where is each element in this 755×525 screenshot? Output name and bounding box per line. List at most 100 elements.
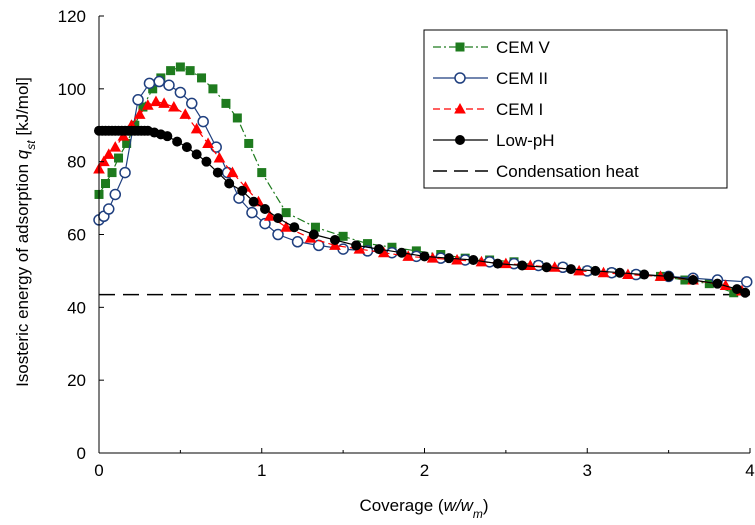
data-point xyxy=(141,99,154,110)
data-point xyxy=(740,276,753,288)
x-axis-title: Coverage (w/wm) xyxy=(359,496,488,521)
x-tick-label: 0 xyxy=(94,461,103,480)
series-layer xyxy=(93,62,753,298)
data-point xyxy=(373,244,384,255)
data-point xyxy=(224,178,235,189)
data-point xyxy=(402,250,415,261)
data-point xyxy=(158,97,170,108)
data-point xyxy=(117,130,130,141)
data-point xyxy=(740,287,751,298)
legend-label: Condensation heat xyxy=(496,162,639,181)
data-point xyxy=(548,261,561,272)
y-axis-title: Isosteric energy of adsorption qst [kJ/m… xyxy=(13,77,38,387)
data-point xyxy=(329,234,340,245)
data-point xyxy=(639,269,650,280)
data-point xyxy=(244,138,254,148)
y-tick-label: 80 xyxy=(67,153,86,172)
data-point xyxy=(190,122,203,134)
data-point xyxy=(107,168,117,178)
data-point xyxy=(186,97,198,110)
legend-marker xyxy=(455,135,465,145)
data-point xyxy=(731,284,742,295)
legend-item: Condensation heat xyxy=(433,162,639,181)
data-point xyxy=(273,213,284,224)
data-point xyxy=(524,259,537,270)
data-point xyxy=(663,271,674,282)
legend-label: CEM I xyxy=(496,100,543,119)
data-point xyxy=(419,251,430,262)
data-point xyxy=(500,257,512,269)
y-tick-label: 100 xyxy=(58,80,86,99)
legend-item: CEM V xyxy=(433,38,551,57)
legend-marker xyxy=(454,102,466,114)
data-point xyxy=(541,262,552,273)
data-point xyxy=(338,231,348,241)
data-point xyxy=(232,113,242,123)
data-point xyxy=(281,208,291,218)
data-point xyxy=(272,228,284,241)
data-point xyxy=(119,166,131,179)
data-point xyxy=(202,137,214,148)
data-point xyxy=(143,77,156,90)
data-point xyxy=(153,75,165,88)
legend: CEM V CEM II CEM I Low-pH Condensation heat xyxy=(423,29,728,189)
data-point xyxy=(212,167,223,178)
legend-marker xyxy=(455,42,465,52)
data-point xyxy=(166,66,176,76)
data-point xyxy=(443,253,454,264)
data-point xyxy=(133,108,146,119)
data-point xyxy=(280,221,293,232)
data-point xyxy=(257,168,267,178)
data-point xyxy=(226,166,239,178)
data-point xyxy=(179,108,192,119)
legend-item: Low-pH xyxy=(433,131,555,150)
data-point xyxy=(688,275,699,286)
data-point xyxy=(492,258,503,269)
data-point xyxy=(712,278,723,289)
x-tick-label: 3 xyxy=(583,461,592,480)
data-point xyxy=(468,254,479,265)
data-point xyxy=(101,179,111,189)
legend-label: Low-pH xyxy=(496,131,555,150)
data-point xyxy=(308,229,319,240)
data-point xyxy=(213,151,226,163)
data-point xyxy=(565,264,576,275)
legend-label: CEM V xyxy=(496,38,551,57)
data-point xyxy=(175,62,185,72)
data-point xyxy=(237,185,248,196)
data-point xyxy=(109,188,122,201)
data-point xyxy=(102,148,115,159)
axes xyxy=(98,15,751,454)
y-tick-label: 120 xyxy=(58,7,86,26)
data-point xyxy=(246,206,258,219)
data-point xyxy=(221,98,231,108)
x-tick-label: 2 xyxy=(420,461,429,480)
data-point xyxy=(172,136,183,147)
x-tick-label: 1 xyxy=(257,461,266,480)
data-point xyxy=(185,66,195,76)
data-point xyxy=(248,196,259,207)
data-point xyxy=(197,115,209,128)
y-tick-label: 60 xyxy=(67,226,86,245)
data-point xyxy=(103,203,115,215)
data-point xyxy=(351,240,362,251)
data-point xyxy=(197,73,207,83)
legend-item: CEM II xyxy=(433,69,548,88)
data-point xyxy=(181,142,192,153)
data-point xyxy=(614,267,625,278)
data-point xyxy=(109,141,122,152)
data-point xyxy=(259,217,271,230)
legend-marker xyxy=(454,72,466,84)
legend-box xyxy=(423,29,728,189)
y-tick-label: 40 xyxy=(67,298,86,317)
data-point xyxy=(289,222,300,233)
data-point xyxy=(114,153,124,163)
data-point xyxy=(208,84,218,94)
data-point xyxy=(264,210,276,221)
data-point xyxy=(191,149,202,160)
y-tick-label: 20 xyxy=(67,371,86,390)
data-point xyxy=(174,86,187,99)
legend-item: CEM I xyxy=(433,100,543,119)
data-point xyxy=(260,204,271,215)
